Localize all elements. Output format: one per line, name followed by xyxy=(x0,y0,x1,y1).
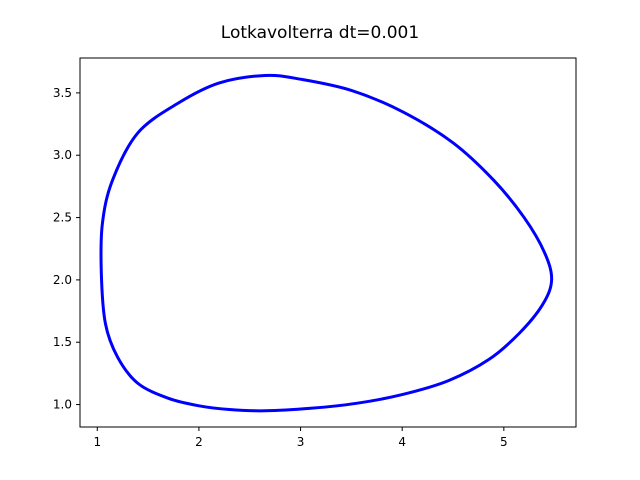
x-tick-label: 2 xyxy=(195,435,203,449)
series-line-0 xyxy=(99,73,554,413)
chart-title: Lotkavolterra dt=0.001 xyxy=(221,23,419,43)
y-tick-label: 2.5 xyxy=(53,211,72,225)
y-tick-label: 2.0 xyxy=(53,273,72,287)
y-tick-label: 1.0 xyxy=(53,398,72,412)
x-tick-label: 5 xyxy=(500,435,508,449)
y-tick-label: 1.5 xyxy=(53,335,72,349)
x-tick-label: 3 xyxy=(297,435,305,449)
y-tick-label: 3.0 xyxy=(53,148,72,162)
x-tick-label: 4 xyxy=(398,435,406,449)
plot-area: 1 2 3 4 5 1.0 1.5 2.0 2.5 3.0 3.5 xyxy=(53,57,577,449)
y-tick-label: 3.5 xyxy=(53,86,72,100)
axes-frame xyxy=(79,57,577,428)
x-tick-label: 1 xyxy=(93,435,101,449)
